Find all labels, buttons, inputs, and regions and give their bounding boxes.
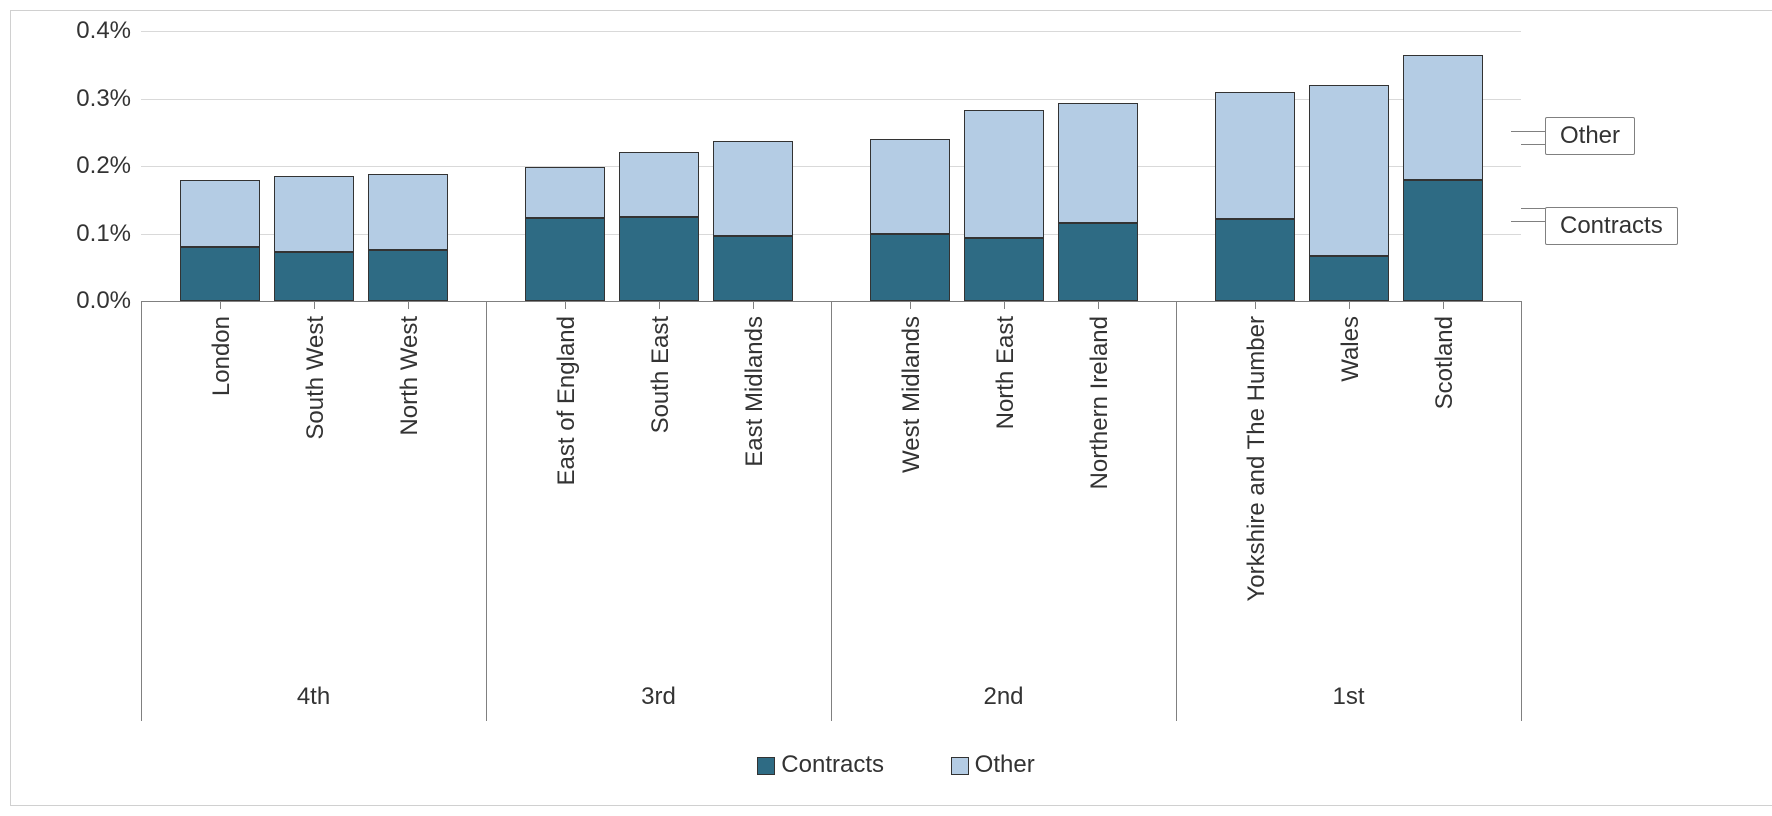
bar [525,167,605,301]
y-tick-0: 0.0% [31,287,131,315]
x-tick [565,301,566,309]
bar-segment-other [274,176,354,252]
bar [1403,55,1483,301]
bar [1058,103,1138,301]
bar-segment-other [525,167,605,218]
legend-item-contracts: Contracts [757,751,884,779]
bar [619,152,699,301]
bar-segment-contracts [1309,256,1389,301]
bar [1309,85,1389,301]
legend-label: Other [975,751,1035,778]
callout-leader [1511,131,1545,132]
x-category-label: North West [396,316,424,436]
x-category-label: North East [992,316,1020,429]
x-category-label: South West [302,316,330,440]
group-divider [831,301,832,721]
legend: Contracts Other [11,751,1772,779]
group-label: 2nd [831,683,1176,711]
bar [870,139,950,301]
bar-segment-other [619,152,699,217]
bar-segment-other [1058,103,1138,223]
group-label: 4th [141,683,486,711]
group-divider [141,301,142,721]
x-tick [1349,301,1350,309]
bar-segment-other [1309,85,1389,256]
bar-segment-contracts [274,252,354,301]
y-tick-1: 0.1% [31,220,131,248]
bar-segment-contracts [1215,219,1295,301]
bar [274,176,354,301]
bar [1215,92,1295,301]
bar-segment-contracts [525,218,605,301]
bar-segment-contracts [368,250,448,301]
callout-other: Other [1545,117,1635,155]
callout-leader [1511,221,1545,222]
callout-leader [1521,144,1545,145]
bar [964,110,1044,301]
bar-segment-other [870,139,950,234]
bar [713,141,793,301]
x-tick [753,301,754,309]
bar-segment-contracts [713,236,793,301]
legend-swatch [757,757,775,775]
x-tick [220,301,221,309]
x-category-label: Northern Ireland [1086,316,1114,489]
bar-segment-contracts [180,247,260,301]
bar-segment-contracts [619,217,699,301]
bar-segment-other [1403,55,1483,179]
bar-segment-contracts [1403,180,1483,302]
legend-swatch [951,757,969,775]
bars-region [141,31,1521,301]
x-category-label: Yorkshire and The Humber [1243,316,1271,602]
legend-label: Contracts [781,751,884,778]
x-category-label: London [208,316,236,396]
bar-segment-other [713,141,793,236]
bar [180,180,260,302]
y-tick-2: 0.2% [31,152,131,180]
x-tick [1443,301,1444,309]
bar-segment-other [180,180,260,248]
y-tick-3: 0.3% [31,85,131,113]
x-tick [659,301,660,309]
group-divider [1521,301,1522,721]
bar-segment-other [1215,92,1295,218]
x-tick [910,301,911,309]
x-category-label: East of England [553,316,581,485]
x-tick [1004,301,1005,309]
x-category-label: Scotland [1431,316,1459,409]
y-tick-4: 0.4% [31,17,131,45]
x-tick [408,301,409,309]
bar-segment-contracts [1058,223,1138,301]
bar-segment-contracts [870,234,950,302]
chart-container: 0.0% 0.1% 0.2% 0.3% 0.4% London South Wes… [10,10,1772,806]
x-tick [1098,301,1099,309]
x-tick [314,301,315,309]
x-category-label: East Midlands [741,316,769,467]
x-category-label: West Midlands [898,316,926,473]
group-divider [1176,301,1177,721]
x-tick [1255,301,1256,309]
callout-leader [1521,208,1545,209]
bar-segment-other [368,174,448,250]
callout-contracts: Contracts [1545,207,1678,245]
group-divider [486,301,487,721]
x-category-label: Wales [1337,316,1365,382]
x-category-label: South East [647,316,675,433]
group-label: 3rd [486,683,831,711]
plot-area [141,31,1521,301]
group-label: 1st [1176,683,1521,711]
bar-segment-other [964,110,1044,238]
bar-segment-contracts [964,238,1044,301]
legend-item-other: Other [951,751,1035,779]
bar [368,174,448,301]
